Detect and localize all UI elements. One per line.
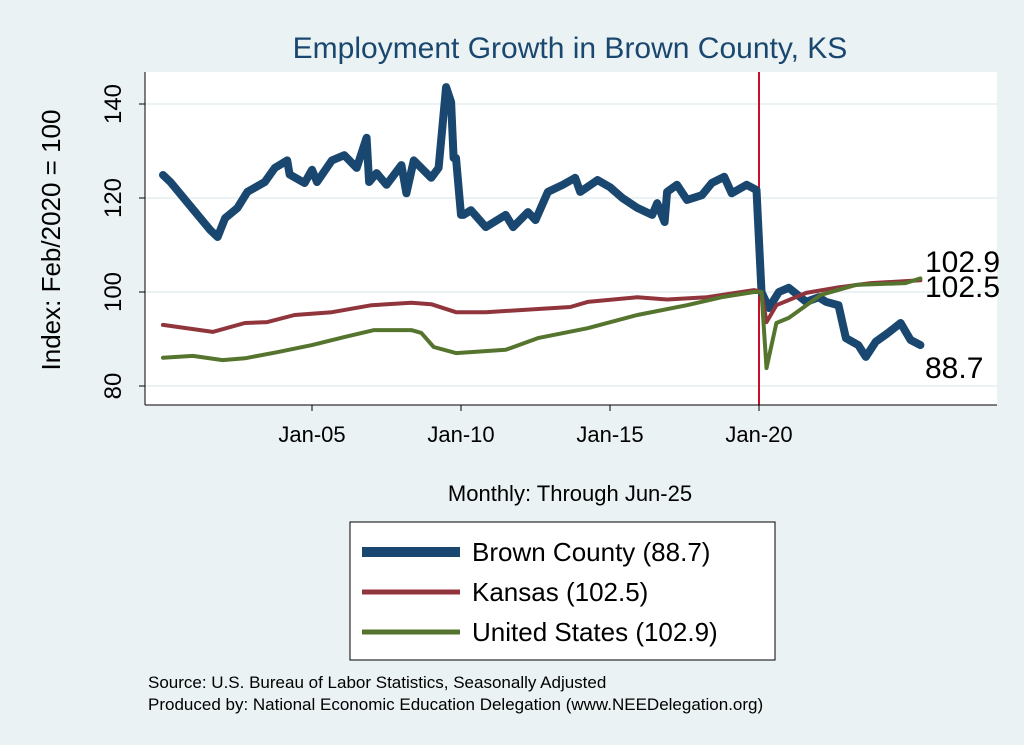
y-tick-label: 100 xyxy=(100,272,127,312)
y-axis-label: Index: Feb/2020 = 100 xyxy=(36,110,66,371)
x-tick-label: Jan-20 xyxy=(725,422,792,447)
x-ticks: Jan-05 Jan-10 Jan-15 Jan-20 xyxy=(278,405,793,447)
y-tick-label: 120 xyxy=(100,178,127,218)
x-tick-label: Jan-05 xyxy=(278,422,345,447)
source-note: Source: U.S. Bureau of Labor Statistics,… xyxy=(148,673,606,692)
x-axis-label: Monthly: Through Jun-25 xyxy=(448,481,692,506)
y-tick-label: 140 xyxy=(100,84,127,124)
legend-label-1: Kansas (102.5) xyxy=(472,577,648,607)
series-lines xyxy=(159,83,925,371)
y-tick-label: 80 xyxy=(100,373,127,400)
produced-by-note: Produced by: National Economic Education… xyxy=(148,695,763,714)
x-tick-label: Jan-15 xyxy=(576,422,643,447)
series-line-0 xyxy=(159,83,925,361)
series-line-1 xyxy=(161,278,923,334)
legend-label-0: Brown County (88.7) xyxy=(472,537,710,567)
end-label: 88.7 xyxy=(925,352,983,385)
legend: Brown County (88.7) Kansas (102.5) United … xyxy=(349,521,776,661)
chart-title: Employment Growth in Brown County, KS xyxy=(293,32,848,65)
series-line-2 xyxy=(161,276,923,371)
end-label: 102.9 xyxy=(925,246,1000,279)
gridlines xyxy=(145,103,997,387)
legend-label-2: United States (102.9) xyxy=(472,617,718,647)
y-ticks: 80 100 120 140 xyxy=(100,84,145,399)
end-label: 102.5 xyxy=(925,271,1000,304)
x-tick-label: Jan-10 xyxy=(427,422,494,447)
